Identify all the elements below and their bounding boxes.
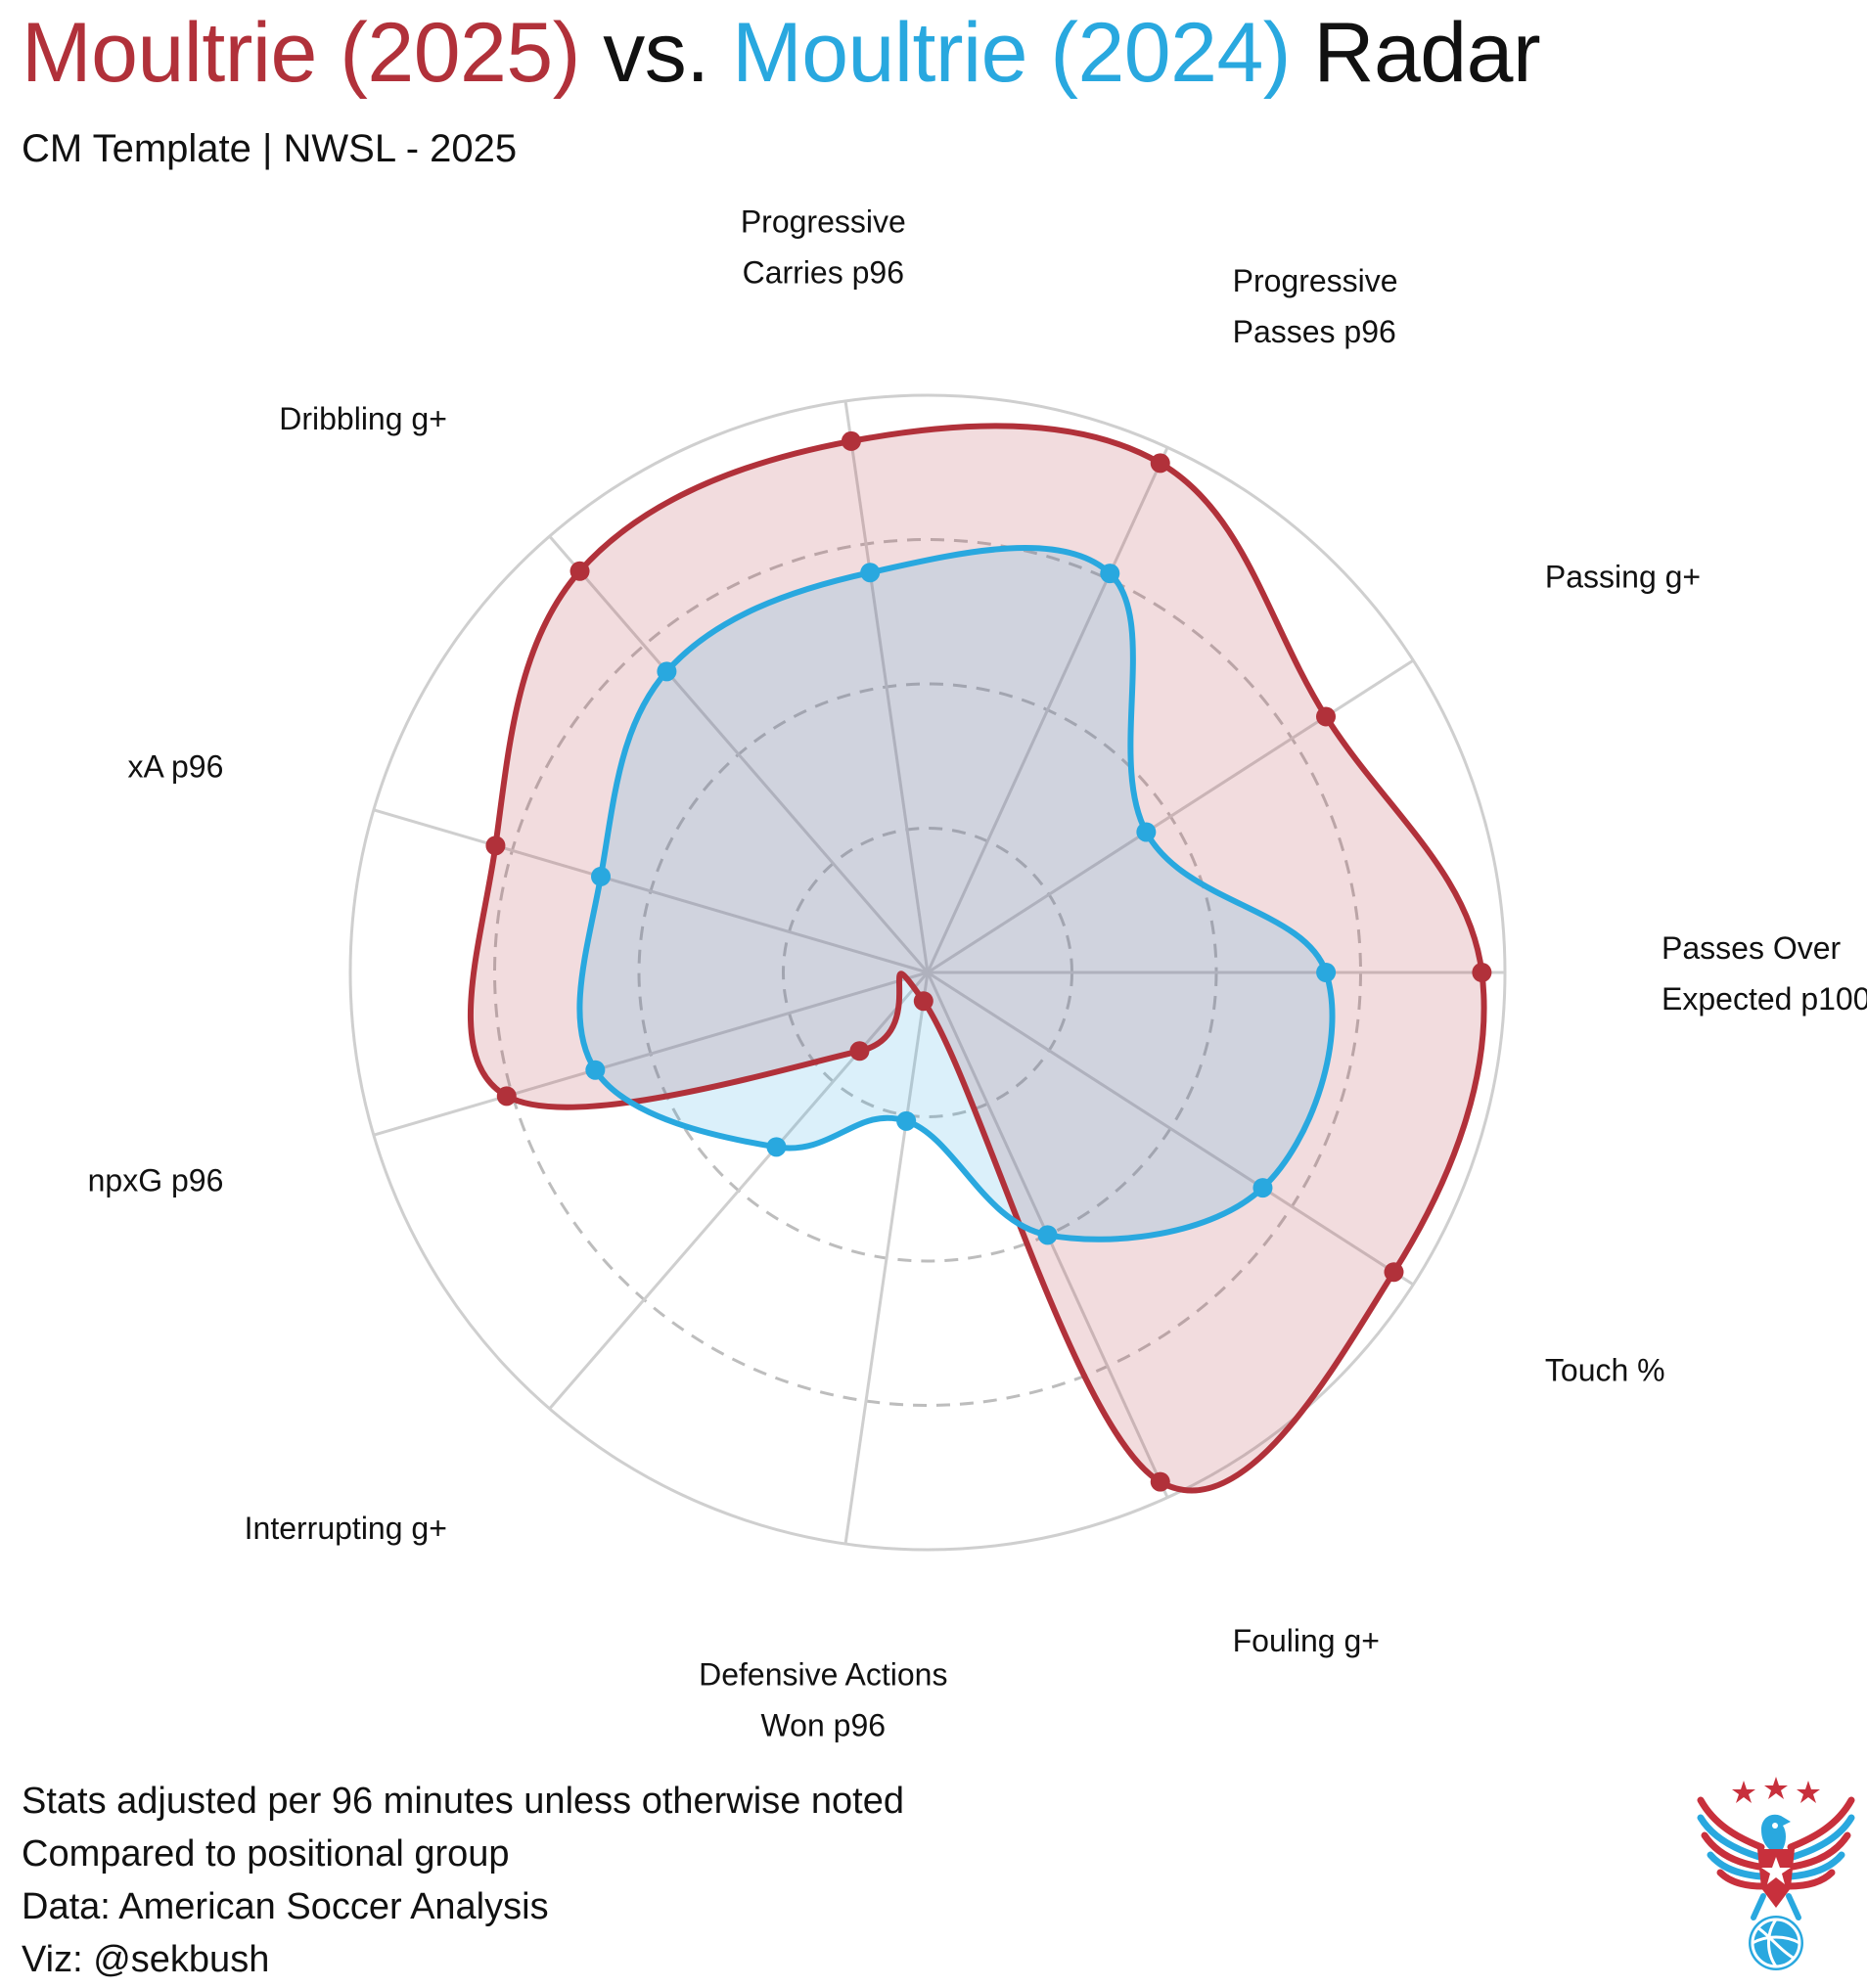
axis-label-3-line-1: Progressive xyxy=(1233,263,1398,298)
grid-spoke-5 xyxy=(548,535,930,973)
series-point-moultrie-2025-1 xyxy=(1472,963,1492,982)
series-point-moultrie-2025-6 xyxy=(485,836,506,856)
axis-label-6: xA p96 xyxy=(128,749,224,785)
footer-line-adjustment: Stats adjusted per 96 minutes unless oth… xyxy=(22,1781,904,1822)
series-area-moultrie-2025 xyxy=(470,426,1484,1491)
series-line-moultrie-2025 xyxy=(468,423,1487,1494)
axis-label-6-line-1: xA p96 xyxy=(128,749,224,785)
series-point-moultrie-2024-8 xyxy=(766,1137,787,1157)
series-point-moultrie-2025-11 xyxy=(1384,1262,1404,1283)
axis-label-8-line-1: Interrupting g+ xyxy=(245,1511,447,1546)
series-point-moultrie-2024-3 xyxy=(1100,564,1120,584)
series-point-moultrie-2024-9 xyxy=(896,1110,917,1131)
axis-label-8: Interrupting g+ xyxy=(245,1511,447,1546)
grid-spoke-7 xyxy=(373,971,929,1137)
series-area-moultrie-2024 xyxy=(579,547,1333,1240)
series-point-moultrie-2025-10 xyxy=(1150,1471,1170,1492)
axis-label-5-line-1: Dribbling g+ xyxy=(279,401,447,436)
series-point-moultrie-2024-1 xyxy=(1316,963,1337,982)
axis-label-11: Touch % xyxy=(1545,1353,1665,1388)
footer-notes: Stats adjusted per 96 minutes unless oth… xyxy=(22,1775,904,1986)
series-point-moultrie-2024-7 xyxy=(585,1060,606,1080)
axis-label-4-line-2: Carries p96 xyxy=(743,255,904,291)
eagle-soccer-ball-logo-icon xyxy=(1697,1777,1855,1970)
series-point-moultrie-2024-4 xyxy=(860,563,881,583)
axis-label-1-line-2: Expected p100 xyxy=(1662,981,1867,1017)
grid-spoke-3 xyxy=(926,446,1169,973)
axis-label-1: Passes Over Expected p100 xyxy=(1662,930,1867,1017)
series-line-moultrie-2024 xyxy=(576,544,1336,1242)
series-point-moultrie-2025-9 xyxy=(913,991,934,1012)
axis-label-5: Dribbling g+ xyxy=(279,401,447,436)
title-suffix: Radar xyxy=(1313,6,1541,100)
axis-label-10: Fouling g+ xyxy=(1233,1623,1380,1658)
grid-spoke-4 xyxy=(843,400,930,973)
axis-label-7: npxG p96 xyxy=(88,1162,224,1197)
axis-label-11-line-1: Touch % xyxy=(1545,1353,1665,1388)
grid-spoke-9 xyxy=(843,971,930,1545)
grid-spoke-6 xyxy=(373,808,929,974)
axis-label-4: Progressive Carries p96 xyxy=(741,204,906,291)
series-point-moultrie-2025-8 xyxy=(849,1041,870,1062)
chart-title: Moultrie (2025) vs. Moultrie (2024) Rada… xyxy=(22,2,1541,104)
axis-label-9-line-2: Won p96 xyxy=(761,1707,887,1742)
axis-label-3-line-2: Passes p96 xyxy=(1233,314,1396,349)
series-point-moultrie-2024-11 xyxy=(1252,1178,1273,1198)
axis-label-7-line-1: npxG p96 xyxy=(88,1162,224,1197)
axis-label-2-line-1: Passing g+ xyxy=(1545,560,1701,595)
axis-label-10-line-1: Fouling g+ xyxy=(1233,1623,1380,1658)
footer-line-data-source: Data: American Soccer Analysis xyxy=(22,1886,549,1927)
series-point-moultrie-2025-2 xyxy=(1315,706,1336,727)
axis-label-1-line-1: Passes Over xyxy=(1662,930,1842,966)
footer-line-viz-credit: Viz: @sekbush xyxy=(22,1939,270,1980)
title-player-b: Moultrie (2024) xyxy=(732,6,1291,100)
axis-label-3: Progressive Passes p96 xyxy=(1233,263,1398,349)
series-point-moultrie-2025-4 xyxy=(841,430,861,451)
chart-subtitle: CM Template | NWSL - 2025 xyxy=(22,127,518,170)
grid-spoke-11 xyxy=(927,971,1415,1287)
series-point-moultrie-2025-7 xyxy=(496,1086,517,1107)
radar-chart: Passes Over Expected p100 Passing g+ Progre… xyxy=(88,204,1867,1743)
series-point-moultrie-2024-5 xyxy=(657,661,677,682)
series-point-moultrie-2024-6 xyxy=(591,866,612,886)
axis-label-9-line-1: Defensive Actions xyxy=(699,1656,947,1692)
series-point-moultrie-2024-2 xyxy=(1136,822,1157,842)
footer-line-comparison: Compared to positional group xyxy=(22,1833,510,1875)
series-point-moultrie-2025-5 xyxy=(569,561,590,581)
axis-label-4-line-1: Progressive xyxy=(741,204,906,240)
axis-label-9: Defensive Actions Won p96 xyxy=(699,1656,947,1742)
title-player-a: Moultrie (2025) xyxy=(22,6,580,100)
series-point-moultrie-2024-10 xyxy=(1037,1225,1058,1245)
title-vs: vs. xyxy=(603,6,709,100)
axis-label-2: Passing g+ xyxy=(1545,560,1701,595)
series-point-moultrie-2025-3 xyxy=(1150,453,1170,474)
